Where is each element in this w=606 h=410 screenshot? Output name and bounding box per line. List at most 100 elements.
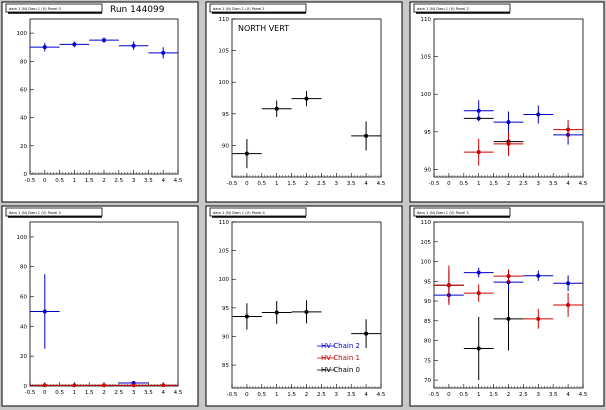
x-tick-label: 4 xyxy=(364,181,368,187)
x-tick-label: 1.5 xyxy=(85,390,94,396)
x-tick-label: 1.5 xyxy=(287,392,296,398)
data-point xyxy=(553,275,583,292)
x-tick-label: 2 xyxy=(102,390,106,396)
title-box xyxy=(5,3,103,13)
marker xyxy=(102,383,106,388)
x-tick-label: 4.5 xyxy=(174,178,183,184)
x-tick-label: 0 xyxy=(43,390,47,396)
chart-panel-1: dam 1 (N) Dam 1 (V) Panel 1 -0.5 0 0.5 1 1.5 2… xyxy=(205,1,403,203)
x-tick-label: 1.5 xyxy=(287,181,296,187)
chart-panel-4: dam 1 (N) Dam 1 (V) Panel 4 -0.5 0 0.5 1 1.5 2… xyxy=(205,205,403,407)
title-box xyxy=(209,207,307,217)
y-tick-label: 90 xyxy=(424,299,431,305)
y-tick-label: 85 xyxy=(424,319,431,325)
x-tick-label: 3.5 xyxy=(347,392,356,398)
chart-title: dam 1 (N) Dam 1 (V) Panel 3 xyxy=(9,211,61,215)
x-tick-label: 3 xyxy=(132,390,136,396)
chart-annotation: NORTH VERT xyxy=(238,24,289,33)
x-tick-label: 0.5 xyxy=(459,181,468,187)
x-tick-label: 4 xyxy=(161,178,165,184)
x-tick-label: 3 xyxy=(537,181,541,187)
chart-panel-0: dam 1 (N) Dam 1 (V) Panel 0-0.5 0 0.5 1 1.5 2… xyxy=(1,1,199,203)
title-box xyxy=(5,207,103,217)
marker xyxy=(42,45,47,50)
x-tick-label: 0.5 xyxy=(257,392,266,398)
x-tick-label: 2.5 xyxy=(114,390,123,396)
x-tick-label: 4 xyxy=(161,390,165,396)
x-tick-label: 2 xyxy=(305,392,309,398)
y-tick-label: 110 xyxy=(421,220,432,226)
chart-panel-3: dam 1 (N) Dam 1 (V) Panel 3-0.5 0 0.5 1 1.5 2… xyxy=(1,205,199,407)
marker xyxy=(102,38,106,43)
y-tick-label: 110 xyxy=(219,220,230,226)
y-tick-label: 0 xyxy=(24,384,28,390)
data-point xyxy=(30,383,60,388)
data-point xyxy=(463,138,494,166)
marker xyxy=(536,273,541,278)
chart-title: dam 1 (N) Dam 1 (V) Panel 1 xyxy=(213,7,265,11)
x-tick-label: 0.5 xyxy=(55,178,64,184)
y-tick-label: 40 xyxy=(20,324,27,330)
x-tick-label: 3.5 xyxy=(549,181,558,187)
y-tick-label: 105 xyxy=(219,249,230,255)
x-tick-label: 2.5 xyxy=(317,392,326,398)
data-point xyxy=(59,383,90,388)
data-point xyxy=(261,100,292,117)
run-label: Run 144099 xyxy=(110,5,165,15)
x-tick-label: 3.5 xyxy=(347,181,356,187)
marker xyxy=(244,151,249,156)
chart-title: dam 1 (N) Dam 1 (V) Panel 4 xyxy=(213,211,265,215)
x-tick-label: 0.5 xyxy=(55,390,64,396)
x-tick-label: -0.5 xyxy=(429,181,440,187)
marker xyxy=(42,309,47,314)
y-tick-label: 105 xyxy=(219,49,230,55)
x-tick-label: 2 xyxy=(507,181,511,187)
plot-area xyxy=(29,221,179,387)
legend-label: HV Chain 0 xyxy=(321,366,360,374)
chart-panel-5: dam 1 (N) Dam 1 (V) Panel 5 -0.5 0 0.5 1 1.5 2… xyxy=(409,205,605,407)
y-tick-label: 70 xyxy=(424,378,431,384)
x-tick-label: 0 xyxy=(245,181,249,187)
legend-label: HV Chain 1 xyxy=(321,354,360,362)
x-tick-label: 4 xyxy=(566,181,570,187)
y-tick-label: 100 xyxy=(17,31,28,37)
y-tick-label: 100 xyxy=(219,277,230,283)
y-tick-label: 95 xyxy=(222,112,229,118)
data-point xyxy=(523,308,554,329)
x-tick-label: 2 xyxy=(305,181,309,187)
marker xyxy=(161,383,166,388)
x-tick-label: 1 xyxy=(275,392,279,398)
x-tick-label: 3.5 xyxy=(144,178,153,184)
data-point xyxy=(463,100,494,122)
data-point xyxy=(291,300,322,324)
x-tick-label: 2 xyxy=(507,392,511,398)
data-point xyxy=(148,47,178,59)
y-tick-label: 95 xyxy=(424,130,431,136)
data-point xyxy=(553,119,583,140)
data-point xyxy=(291,91,322,107)
y-tick-label: 105 xyxy=(421,240,432,246)
marker xyxy=(476,346,481,351)
data-point xyxy=(89,37,119,43)
y-tick-label: 80 xyxy=(424,339,431,345)
y-tick-label: 95 xyxy=(222,306,229,312)
x-tick-label: 4.5 xyxy=(377,392,386,398)
y-tick-label: 105 xyxy=(421,55,432,61)
data-point xyxy=(493,131,524,156)
data-point xyxy=(232,303,262,330)
y-tick-label: 80 xyxy=(20,59,27,65)
chart-title: dam 1 (N) Dam 1 (V) Panel 5 xyxy=(417,211,469,215)
x-tick-label: 1.5 xyxy=(489,392,498,398)
data-point xyxy=(463,284,494,302)
marker xyxy=(446,283,451,288)
marker xyxy=(476,291,481,296)
y-tick-label: 100 xyxy=(17,235,28,241)
marker xyxy=(566,127,571,132)
y-tick-label: 100 xyxy=(421,260,432,266)
data-point xyxy=(351,121,381,151)
marker xyxy=(506,120,511,125)
x-tick-label: 3 xyxy=(132,178,136,184)
y-tick-label: 20 xyxy=(20,144,27,150)
x-tick-label: 1 xyxy=(73,178,77,184)
